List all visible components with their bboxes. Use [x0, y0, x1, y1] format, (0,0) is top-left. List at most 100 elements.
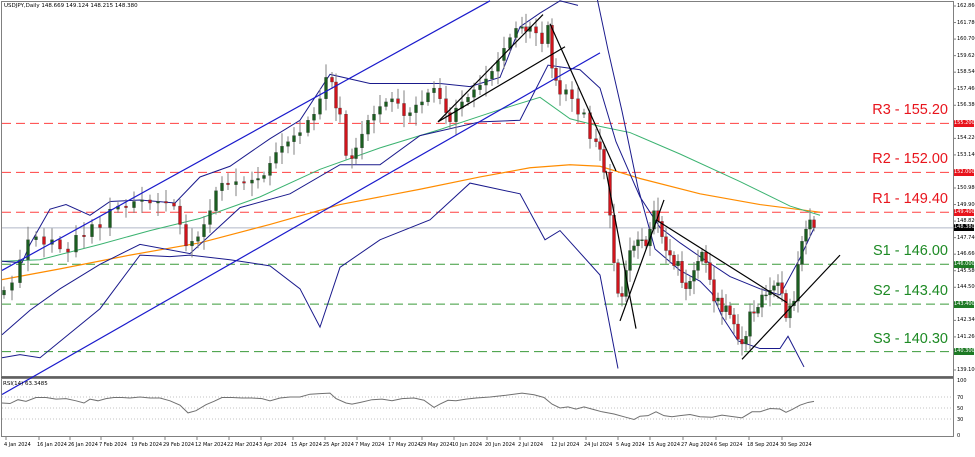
candle-bear: [338, 107, 342, 115]
rsi-tick: 50: [957, 405, 964, 412]
price-tick: 141.260: [957, 333, 975, 340]
date-tick: 26 Jan 2024: [68, 442, 98, 448]
date-tick: 25 Apr 2024: [323, 442, 354, 448]
candle-bull: [156, 201, 160, 204]
rsi-tick: 30: [957, 416, 964, 423]
candle-bear: [576, 98, 580, 115]
candle-bull: [34, 236, 38, 240]
candle-bull: [640, 239, 644, 241]
candle-bear: [736, 323, 740, 340]
candle-bull: [426, 92, 430, 103]
candles: [2, 13, 816, 356]
date-tick: 12 Mar 2024: [195, 442, 227, 448]
price-tag: 146.000: [954, 260, 975, 268]
date-tick: 30 Sep 2024: [780, 442, 812, 448]
date-tick: 20 Jun 2024: [485, 442, 516, 448]
price-tick: 160.700: [957, 36, 975, 43]
candle-bull: [688, 280, 692, 289]
price-tag: 143.400: [954, 300, 975, 308]
price-tick: 154.220: [957, 135, 975, 142]
candle-bear: [594, 138, 598, 142]
price-tick: 148.820: [957, 218, 975, 225]
candle-bull: [454, 107, 458, 122]
candle-bear: [242, 181, 246, 184]
moving-average-slow: [1, 164, 821, 281]
candle-bull: [478, 84, 482, 90]
candle-bull: [760, 294, 764, 308]
candle-bull: [280, 146, 284, 153]
rsi-title: RSI(14) 63.3485: [3, 381, 48, 387]
price-tick: 153.140: [957, 151, 975, 158]
candle-bull: [636, 239, 640, 247]
candle-bull: [190, 241, 194, 247]
price-tick: 142.340: [957, 317, 975, 324]
candle-bull: [132, 201, 136, 208]
rsi-line: [1, 392, 815, 421]
candle-bull: [764, 294, 768, 297]
candle-bull: [546, 25, 550, 44]
date-tick: 29 Feb 2024: [163, 442, 195, 448]
channel-upper-line: [1, 0, 491, 271]
candle-bear: [620, 293, 624, 297]
price-tick: 161.780: [957, 19, 975, 26]
date-tick: 22 Mar 2024: [227, 442, 259, 448]
candle-bull: [306, 120, 310, 133]
candle-bear: [334, 81, 338, 109]
rsi-tick: 0: [957, 433, 961, 439]
candle-bear: [66, 248, 70, 253]
candle-bull: [800, 241, 804, 265]
candle-bear: [172, 202, 176, 207]
candle-bear: [712, 279, 716, 302]
candle-bear: [752, 311, 756, 314]
level-label-r1: R1 - 149.40: [872, 191, 948, 208]
uptrend-line-2: [437, 46, 566, 123]
date-tick: 29 May 2024: [420, 442, 453, 448]
candle-bull: [796, 264, 800, 302]
candle-bull: [292, 135, 296, 142]
candle-bull: [756, 307, 760, 314]
price-tick: 146.660: [957, 251, 975, 258]
candle-bull: [214, 190, 218, 211]
candle-bear: [644, 239, 648, 247]
date-tick: 4 Jan 2024: [4, 442, 31, 448]
candle-bull: [220, 182, 224, 191]
candle-bear: [82, 235, 86, 237]
candle-bull: [696, 261, 700, 271]
candle-bull: [318, 98, 322, 115]
candle-bull: [676, 261, 680, 266]
rsi-tick: 70: [957, 394, 964, 401]
candle-bull: [628, 250, 632, 271]
candle-bear: [680, 261, 684, 283]
candle-bear: [616, 262, 620, 294]
candle-bull: [378, 106, 382, 115]
candle-bear: [330, 77, 334, 83]
indicators: [1, 0, 821, 369]
date-tick: 27 Aug 2024: [681, 442, 714, 448]
price-tag: 148.380: [954, 224, 975, 232]
candle-bull: [286, 141, 290, 147]
downtrend-line: [549, 23, 617, 172]
rsi-tick: 100: [957, 378, 967, 384]
rsi-pane-border: [1, 378, 954, 437]
candle-bull: [564, 89, 568, 95]
candle-bear: [226, 182, 230, 185]
candle-bear: [612, 215, 616, 263]
bollinger-middle: [1, 64, 816, 336]
rebound-line: [619, 199, 665, 322]
date-tick: 17 May 2024: [388, 442, 421, 448]
price-tick: 144.500: [957, 284, 975, 291]
candle-bear: [184, 224, 188, 247]
candle-bear: [602, 149, 606, 173]
candle-bull: [74, 235, 78, 253]
date-tick: 3 Apr 2024: [259, 442, 287, 448]
price-tag: 140.300: [954, 348, 975, 356]
candle-bear: [164, 201, 168, 204]
date-tick: 15 Aug 2024: [648, 442, 681, 448]
candle-bull: [582, 112, 586, 115]
date-tick: 7 Feb 2024: [99, 442, 127, 448]
candle-bull: [108, 208, 112, 228]
candle-bull: [484, 78, 488, 86]
candle-bull: [716, 297, 720, 302]
